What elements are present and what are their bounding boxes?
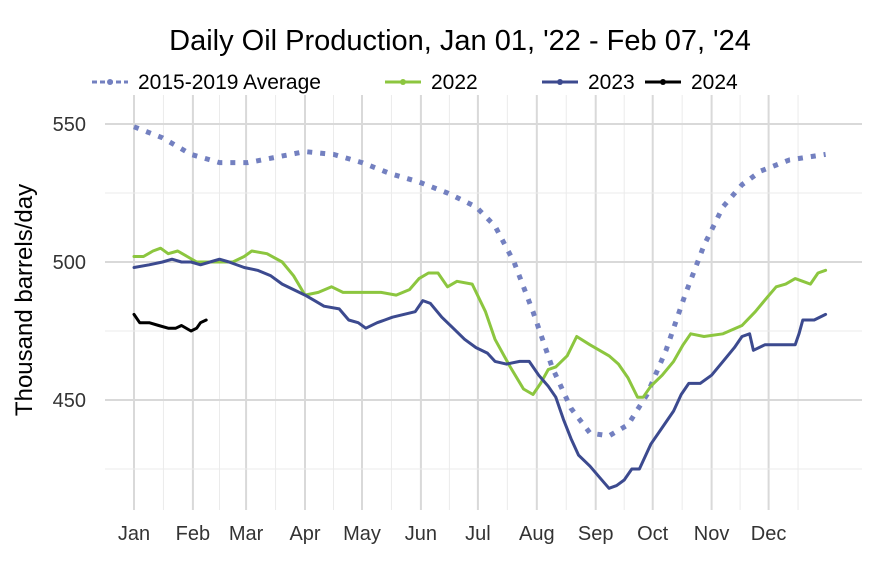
x-tick-label: Aug	[519, 523, 555, 545]
x-tick-label: Dec	[751, 523, 787, 545]
legend-label: 2015-2019 Average	[138, 71, 321, 94]
series-line	[132, 246, 828, 399]
chart-legend: 2015-2019 Average 2022 2023 2024	[92, 71, 738, 94]
series-line	[132, 312, 208, 333]
y-tick-label: 550	[53, 114, 86, 136]
x-axis-ticks: Jan Feb Mar Apr May Jun Jul Aug Sep Oct Nov Dec	[118, 523, 787, 545]
x-tick-label: May	[343, 523, 381, 545]
x-tick-label: Jul	[465, 523, 491, 545]
plot-grid	[105, 95, 862, 510]
x-tick-label: Apr	[289, 523, 320, 545]
series-line	[132, 257, 828, 490]
x-tick-label: Nov	[694, 523, 730, 545]
x-tick-label: Mar	[229, 523, 264, 545]
legend-marker	[400, 79, 406, 85]
y-axis-title: Thousand barrels/day	[11, 184, 38, 416]
chart-title: Daily Oil Production, Jan 01, '22 - Feb …	[169, 25, 751, 57]
x-tick-label: Oct	[637, 523, 669, 545]
legend-marker	[107, 79, 113, 85]
y-axis-ticks: 450 500 550	[53, 114, 86, 412]
series-lines	[132, 124, 828, 490]
legend-label: 2024	[691, 71, 738, 94]
x-tick-label: Jun	[405, 523, 437, 545]
x-tick-label: Feb	[176, 523, 210, 545]
y-tick-label: 450	[53, 390, 86, 412]
legend-marker	[660, 79, 666, 85]
x-tick-label: Sep	[578, 523, 614, 545]
series-line	[133, 124, 826, 439]
legend-label: 2022	[431, 71, 478, 94]
x-tick-label: Jan	[118, 523, 150, 545]
legend-marker	[557, 79, 563, 85]
legend-label: 2023	[588, 71, 635, 94]
y-tick-label: 500	[53, 252, 86, 274]
